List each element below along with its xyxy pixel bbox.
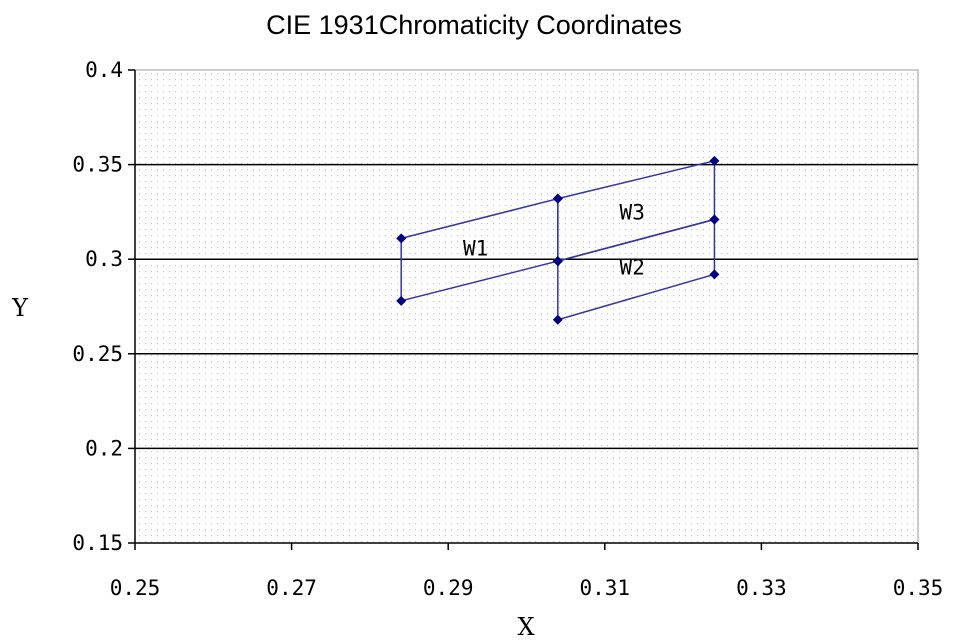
- y-tick-label-4: 0.35: [72, 153, 123, 177]
- point-w3-0: [552, 193, 563, 204]
- data-markers: [396, 155, 720, 325]
- y-tick-label-5: 0.4: [85, 58, 123, 82]
- x-tick-label-0: 0.25: [110, 576, 161, 600]
- x-tick-label-5: 0.35: [893, 576, 944, 600]
- point-w3-3: [552, 256, 563, 267]
- y-tick-label-1: 0.2: [85, 436, 123, 460]
- x-tick-label-4: 0.33: [736, 576, 787, 600]
- point-w3-2: [709, 214, 720, 225]
- y-tick-label-0: 0.15: [72, 531, 123, 555]
- point-w2-3: [552, 314, 563, 325]
- axes: [128, 69, 919, 550]
- x-tick-label-1: 0.27: [266, 576, 317, 600]
- y-axis-label: Y: [11, 294, 29, 322]
- point-w2-2: [709, 269, 720, 280]
- x-tick-label-2: 0.29: [423, 576, 474, 600]
- region-label-w3: W3: [620, 200, 645, 224]
- y-tick-labels: 0.15 0.2 0.25 0.3 0.35 0.4: [72, 58, 123, 555]
- plot-background: [134, 69, 919, 544]
- region-label-w1: W1: [463, 236, 488, 260]
- x-tick-labels: 0.25 0.27 0.29 0.31 0.33 0.35: [110, 576, 944, 600]
- region-labels: W1 W2 W3: [463, 200, 645, 279]
- x-tick-label-3: 0.31: [580, 576, 631, 600]
- chart-title: CIE 1931Chromaticity Coordinates: [266, 10, 682, 40]
- plot-area: W1 W2 W3: [128, 69, 919, 550]
- region-label-w2: W2: [620, 255, 645, 279]
- point-w3-1: [709, 155, 720, 166]
- y-tick-label-3: 0.3: [85, 247, 123, 271]
- point-w1-3: [396, 295, 407, 306]
- point-w1-0: [396, 233, 407, 244]
- gridlines: [135, 163, 918, 450]
- x-axis-label: X: [517, 613, 534, 641]
- y-tick-label-2: 0.25: [72, 342, 123, 366]
